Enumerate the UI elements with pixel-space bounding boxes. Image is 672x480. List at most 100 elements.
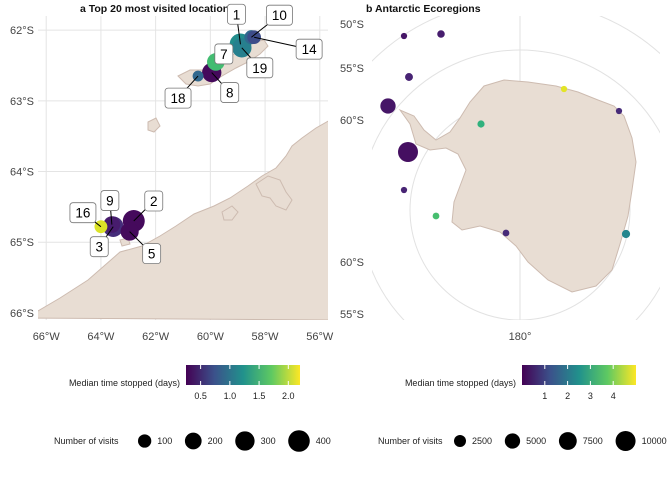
label-box: [246, 57, 274, 79]
panel-b-size-legend: Number of visits 2500 5000 7500 10000: [378, 431, 667, 451]
color-legend-title: Median time stopped (days): [405, 378, 516, 388]
size-legend-label: 2500: [472, 436, 492, 446]
colorbar-tick-label: 2: [565, 391, 570, 401]
lat-label: 60°S: [340, 115, 364, 127]
location-label: 16: [75, 206, 90, 221]
y-tick-label: 65°S: [10, 237, 34, 249]
panel-b-lat-labels: 50°S 55°S 60°S 60°S 55°S 180°: [340, 19, 531, 343]
location-label: 19: [252, 61, 267, 76]
panel-a-tick-labels: 66°W 64°W 62°W 60°W 58°W 56°W 62°S 63°S 64°S 65°S…: [10, 25, 334, 343]
location-point-9: [103, 216, 121, 233]
size-legend-circle: [504, 433, 521, 449]
size-legend-circle: [288, 430, 310, 452]
y-tick-label: 64°S: [10, 167, 34, 179]
label-box: [89, 236, 109, 258]
color-legend-title: Median time stopped (days): [69, 378, 180, 388]
label-box: [164, 87, 192, 109]
lat-label: 55°S: [340, 309, 364, 321]
ecoregion-point: [477, 120, 485, 128]
lat-label: 60°S: [340, 257, 364, 269]
size-legend-circle: [615, 431, 636, 451]
ecoregion-point: [615, 107, 623, 115]
peninsula-land: [38, 120, 328, 320]
panel-a-title: a Top 20 most visited locations: [80, 3, 235, 15]
size-legend-circle: [184, 432, 202, 450]
ecoregion-point: [437, 30, 445, 38]
size-legend-label: 5000: [526, 436, 546, 446]
colorbar: [522, 365, 636, 385]
ecoregion-point: [400, 32, 408, 40]
label-box: [214, 43, 234, 65]
panel-b-map: [372, 16, 660, 320]
location-label: 8: [226, 86, 234, 101]
location-label: 18: [171, 91, 186, 106]
colorbar-tick-label: 2.0: [282, 391, 295, 401]
ecoregion-point: [432, 212, 440, 220]
x-tick-label: 66°W: [33, 331, 61, 343]
meridian-label: 180°: [509, 331, 532, 343]
location-label: 2: [150, 194, 158, 209]
small-island: [221, 205, 239, 221]
location-label: 7: [220, 47, 228, 62]
panel-b-points: [380, 30, 631, 239]
location-label: 10: [272, 8, 287, 23]
panel-b-title: b Antarctic Ecoregions: [366, 3, 481, 15]
location-label: 3: [95, 240, 103, 255]
panel-a-size-legend: Number of visits 100 200 300 400: [54, 430, 331, 452]
ecoregion-point: [405, 73, 413, 81]
label-box: [144, 190, 164, 212]
location-label: 5: [148, 247, 156, 262]
location-label: 1: [233, 7, 241, 22]
label-box: [220, 82, 240, 103]
x-tick-label: 62°W: [142, 331, 170, 343]
ecoregion-point: [380, 98, 396, 114]
colorbar-tick-label: 1: [542, 391, 547, 401]
label-box: [69, 202, 97, 224]
colorbar-tick-label: 0.5: [194, 391, 207, 401]
antarctica-land: [398, 79, 637, 293]
size-legend-label: 100: [157, 436, 172, 446]
panel-a-color-legend: Median time stopped (days) 0.5 1.0 1.5 2.0: [69, 365, 300, 401]
location-label: 14: [302, 42, 318, 57]
y-tick-label: 66°S: [10, 308, 34, 320]
ecoregion-point: [621, 229, 631, 239]
size-legend-title: Number of visits: [378, 436, 443, 446]
size-legend-circle: [235, 431, 255, 451]
y-tick-label: 62°S: [10, 25, 34, 37]
size-legend-label: 10000: [642, 436, 667, 446]
x-tick-label: 58°W: [252, 331, 280, 343]
panel-a-land: [38, 39, 328, 320]
panel-b-color-legend: Median time stopped (days) 1 2 3 4: [405, 365, 636, 401]
x-tick-label: 64°W: [87, 331, 115, 343]
label-box: [142, 243, 162, 265]
x-tick-label: 60°W: [197, 331, 225, 343]
label-box: [295, 38, 323, 60]
y-tick-label: 63°S: [10, 96, 34, 108]
size-legend-circle: [558, 432, 577, 450]
size-legend-circle: [454, 435, 466, 447]
label-box: [100, 190, 120, 211]
ecoregion-point: [400, 186, 408, 194]
ecoregion-point: [560, 85, 568, 93]
lat-label: 55°S: [340, 63, 364, 75]
colorbar: [186, 365, 300, 385]
size-legend-title: Number of visits: [54, 436, 119, 446]
size-legend-label: 300: [261, 436, 276, 446]
colorbar-tick-label: 1.0: [224, 391, 237, 401]
size-legend-label: 200: [208, 436, 223, 446]
colorbar-tick-label: 4: [611, 391, 616, 401]
panel-a-labels: 1 10 14 19 7 8 18 2 5 3 9 16: [69, 3, 323, 265]
size-legend-circle: [138, 434, 152, 448]
ecoregion-point: [502, 229, 510, 237]
island-group: [255, 175, 293, 211]
label-box: [227, 3, 246, 25]
ecoregion-point: [398, 142, 418, 162]
colorbar-tick-label: 1.5: [253, 391, 266, 401]
label-box: [265, 4, 293, 26]
lat-label: 50°S: [340, 19, 364, 31]
size-legend-label: 400: [316, 436, 331, 446]
location-label: 9: [106, 194, 114, 209]
colorbar-tick-label: 3: [588, 391, 593, 401]
size-legend-label: 7500: [583, 436, 603, 446]
